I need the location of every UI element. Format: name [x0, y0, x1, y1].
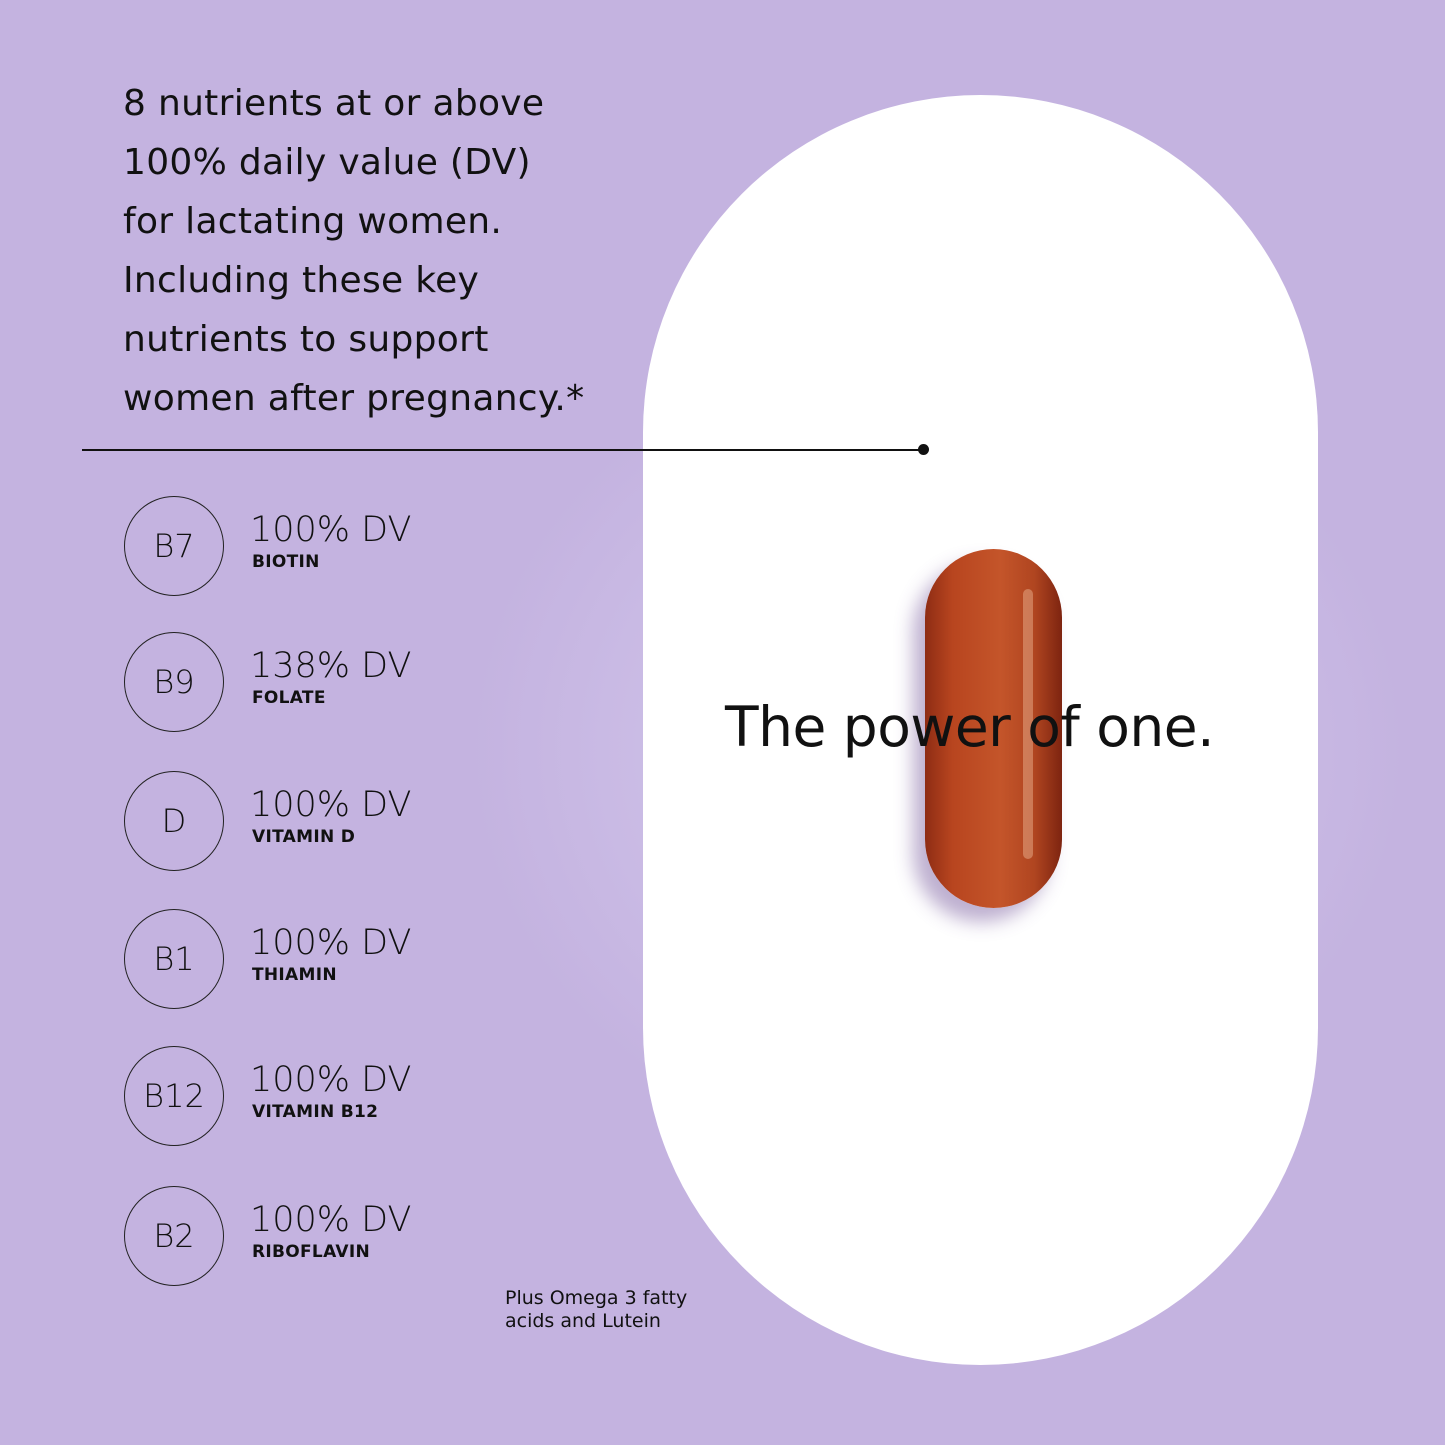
tagline: The power of one.: [725, 695, 1215, 759]
headline-line: 100% daily value (DV): [123, 142, 531, 183]
nutrient-item: B7 100% DV BIOTIN: [124, 496, 411, 596]
headline: 8 nutrients at or above 100% daily value…: [123, 74, 584, 428]
nutrient-name: BIOTIN: [252, 552, 320, 572]
nutrient-percent: 100% DV: [250, 923, 412, 963]
softgel-capsule-image: [925, 549, 1062, 908]
nutrient-symbol: B7: [124, 496, 224, 596]
nutrient-item: B2 100% DV RIBOFLAVIN: [124, 1186, 411, 1286]
nutrient-symbol: B9: [124, 632, 224, 732]
nutrient-name: FOLATE: [252, 688, 326, 708]
nutrient-item: B1 100% DV THIAMIN: [124, 909, 411, 1009]
capsule-highlight: [1023, 589, 1033, 859]
nutrient-percent: 100% DV: [250, 785, 412, 825]
nutrient-item: B12 100% DV VITAMIN B12: [124, 1046, 411, 1146]
headline-line: women after pregnancy.*: [123, 378, 585, 419]
nutrient-symbol: B1: [124, 909, 224, 1009]
footnote-line: Plus Omega 3 fatty: [505, 1287, 688, 1309]
headline-line: for lactating women.: [123, 201, 503, 242]
nutrient-percent: 138% DV: [250, 646, 412, 686]
footnote-line: acids and Lutein: [505, 1310, 661, 1332]
nutrient-symbol: B12: [124, 1046, 224, 1146]
nutrient-name: RIBOFLAVIN: [252, 1242, 370, 1262]
nutrient-symbol: D: [124, 771, 224, 871]
nutrient-name: VITAMIN B12: [252, 1102, 379, 1122]
nutrient-item: B9 138% DV FOLATE: [124, 632, 411, 732]
divider-line: [82, 449, 922, 451]
nutrient-name: THIAMIN: [252, 965, 337, 985]
headline-line: Including these key: [123, 260, 480, 301]
nutrient-percent: 100% DV: [250, 510, 412, 550]
nutrient-item: D 100% DV VITAMIN D: [124, 771, 411, 871]
footnote: Plus Omega 3 fatty acids and Lutein: [505, 1287, 687, 1333]
nutrient-percent: 100% DV: [250, 1060, 412, 1100]
nutrient-name: VITAMIN D: [252, 827, 356, 847]
headline-line: nutrients to support: [123, 319, 489, 360]
divider-dot: [918, 444, 929, 455]
nutrient-symbol: B2: [124, 1186, 224, 1286]
nutrient-percent: 100% DV: [250, 1200, 412, 1240]
headline-line: 8 nutrients at or above: [123, 83, 545, 124]
